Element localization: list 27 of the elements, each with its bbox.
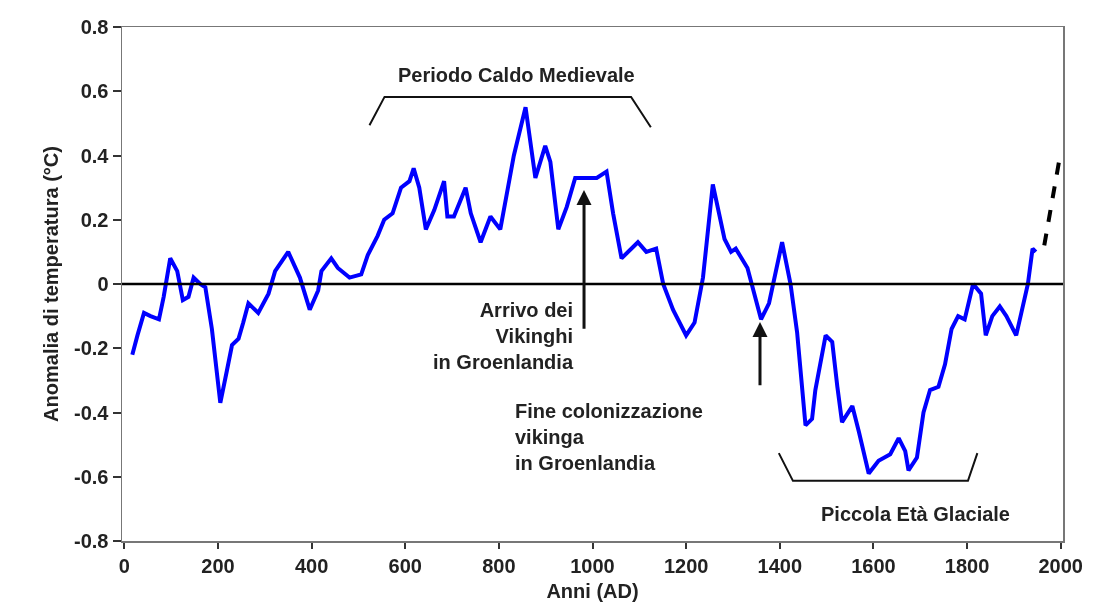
x-tick-label: 1200 [663, 554, 709, 577]
x-tick-label: 1000 [570, 554, 615, 577]
y-tick-label: 0 [97, 273, 109, 295]
y-tick-label: -0.8 [74, 530, 109, 552]
y-tick-label: -0.6 [74, 465, 109, 488]
line-series [130, 105, 1038, 476]
x-tick-label: 1800 [944, 554, 990, 577]
annotation: Piccola Età Glaciale [821, 503, 1010, 525]
x-tick-label: 800 [482, 554, 516, 577]
y-tick-label: -0.2 [74, 337, 109, 360]
y-tick-label: 0.4 [80, 144, 110, 167]
annotation: Periodo Caldo Medievale [398, 64, 635, 86]
x-tick-label: 1400 [757, 554, 803, 577]
annotation: Fine colonizzazione vikinga in Groenlandia [515, 400, 703, 474]
y-tick-label: 0.2 [80, 208, 109, 231]
x-tick-label: 200 [201, 554, 235, 577]
x-tick-label: 0 [118, 554, 130, 577]
x-tick-label: 400 [294, 554, 329, 577]
x-tick-label: 2000 [1038, 554, 1083, 577]
x-axis-title: Anni (AD) [546, 579, 639, 602]
y-axis-title: Anomalia di temperatura (°C) [39, 146, 62, 422]
annotation: Arrivo dei Vikinghi in Groenlandia [433, 299, 574, 373]
x-tick-label: 1600 [851, 554, 896, 577]
x-tick-label: 600 [388, 554, 422, 577]
y-tick-label: 0.6 [80, 80, 109, 103]
y-tick-label: -0.4 [74, 401, 110, 424]
y-tick-label: 0.8 [80, 16, 109, 38]
